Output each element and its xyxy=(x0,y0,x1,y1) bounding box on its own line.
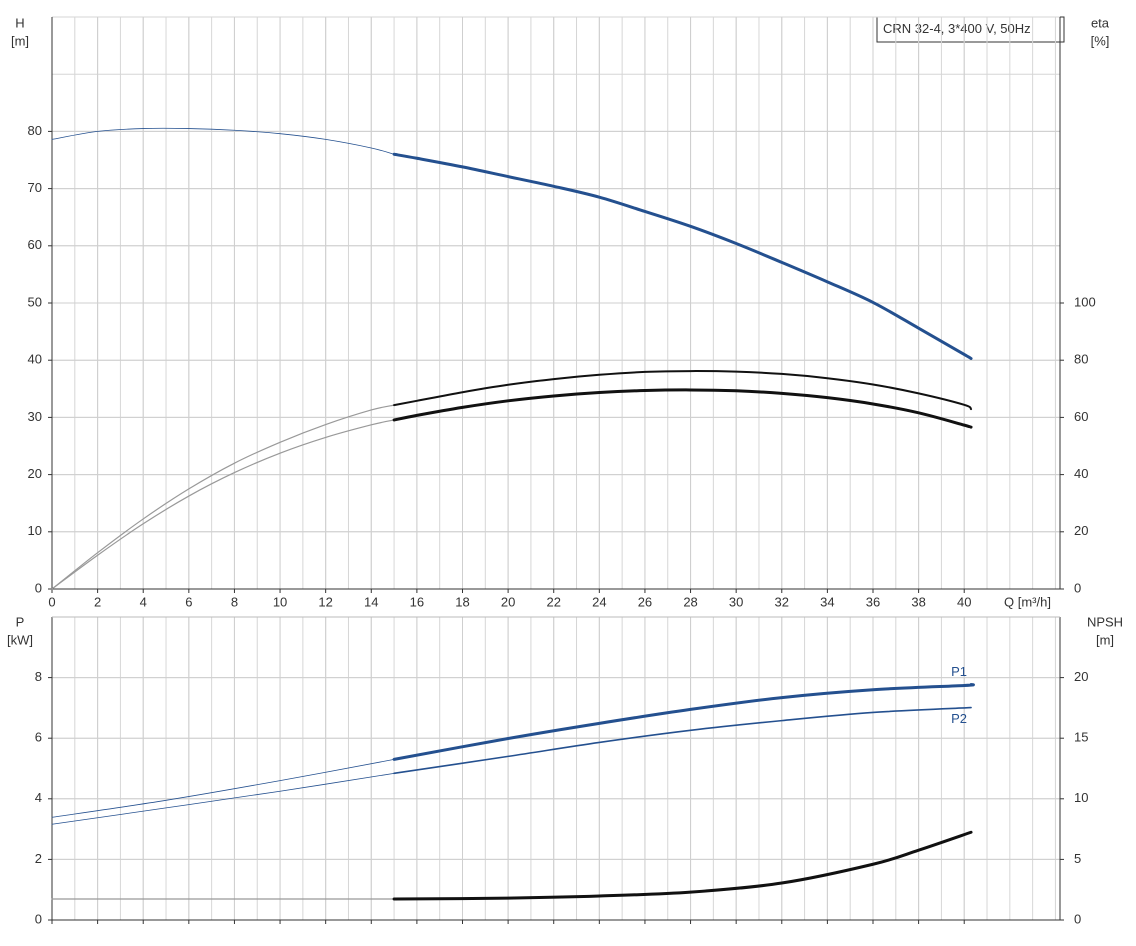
y-tick-label: 0 xyxy=(35,911,42,926)
y-tick-label: 6 xyxy=(35,730,42,745)
series-line xyxy=(393,706,972,775)
y2-tick-label: 15 xyxy=(1074,730,1088,745)
x-tick-label: 36 xyxy=(866,594,880,609)
y2-axis-unit: [%] xyxy=(1091,33,1110,48)
x-tick-label: 12 xyxy=(318,594,332,609)
x-axis-label: Q [m³/h] xyxy=(1004,594,1051,609)
x-tick-label: 6 xyxy=(185,594,192,609)
y-axis-label: P xyxy=(16,614,25,629)
series-line xyxy=(51,772,395,825)
y-tick-label: 70 xyxy=(28,180,42,195)
x-tick-label: 24 xyxy=(592,594,606,609)
y2-tick-label: 100 xyxy=(1074,294,1096,309)
y-tick-label: 2 xyxy=(35,851,42,866)
x-tick-label: 32 xyxy=(775,594,789,609)
x-tick-label: 16 xyxy=(410,594,424,609)
x-tick-label: 26 xyxy=(638,594,652,609)
y2-tick-label: 0 xyxy=(1074,580,1081,595)
y2-tick-label: 20 xyxy=(1074,523,1088,538)
y2-axis-label: eta xyxy=(1091,15,1110,30)
series-line xyxy=(392,683,975,761)
y2-tick-label: 80 xyxy=(1074,352,1088,367)
y-axis-unit: [m] xyxy=(11,33,29,48)
y2-tick-label: 60 xyxy=(1074,409,1088,424)
y-tick-label: 40 xyxy=(28,352,42,367)
x-tick-label: 10 xyxy=(273,594,287,609)
series-line xyxy=(51,419,395,590)
y-tick-label: 80 xyxy=(28,123,42,138)
y-tick-label: 30 xyxy=(28,409,42,424)
series-line xyxy=(51,759,395,818)
x-tick-label: 34 xyxy=(820,594,834,609)
x-tick-label: 28 xyxy=(683,594,697,609)
y-tick-label: 0 xyxy=(35,580,42,595)
series-line xyxy=(393,370,973,411)
x-tick-label: 14 xyxy=(364,594,378,609)
x-tick-label: 22 xyxy=(546,594,560,609)
x-tick-label: 0 xyxy=(48,594,55,609)
x-tick-label: 20 xyxy=(501,594,515,609)
y-tick-label: 4 xyxy=(35,790,42,805)
series-line xyxy=(392,388,973,429)
x-tick-label: 40 xyxy=(957,594,971,609)
y-tick-label: 50 xyxy=(28,294,42,309)
series-label: P2 xyxy=(951,711,967,726)
y2-tick-label: 20 xyxy=(1074,669,1088,684)
x-tick-label: 30 xyxy=(729,594,743,609)
x-tick-label: 2 xyxy=(94,594,101,609)
y2-tick-label: 0 xyxy=(1074,911,1081,926)
y2-tick-label: 40 xyxy=(1074,466,1088,481)
chart-title: CRN 32-4, 3*400 V, 50Hz xyxy=(883,21,1031,36)
y2-tick-label: 5 xyxy=(1074,851,1081,866)
y-tick-label: 8 xyxy=(35,669,42,684)
x-tick-label: 18 xyxy=(455,594,469,609)
y-axis-unit: [kW] xyxy=(7,632,33,647)
series-line xyxy=(392,830,973,901)
y-tick-label: 20 xyxy=(28,466,42,481)
y2-axis-unit: [m] xyxy=(1096,632,1114,647)
series-label: P1 xyxy=(951,664,967,679)
x-tick-label: 8 xyxy=(231,594,238,609)
y2-tick-label: 10 xyxy=(1074,790,1088,805)
y-tick-label: 10 xyxy=(28,523,42,538)
series-line xyxy=(392,152,973,360)
y-axis-label: H xyxy=(15,15,24,30)
y-tick-label: 60 xyxy=(28,237,42,252)
y2-axis-label: NPSH xyxy=(1087,614,1123,629)
x-tick-label: 4 xyxy=(140,594,147,609)
series-line xyxy=(51,404,395,590)
series-line xyxy=(51,127,395,155)
x-tick-label: 38 xyxy=(911,594,925,609)
